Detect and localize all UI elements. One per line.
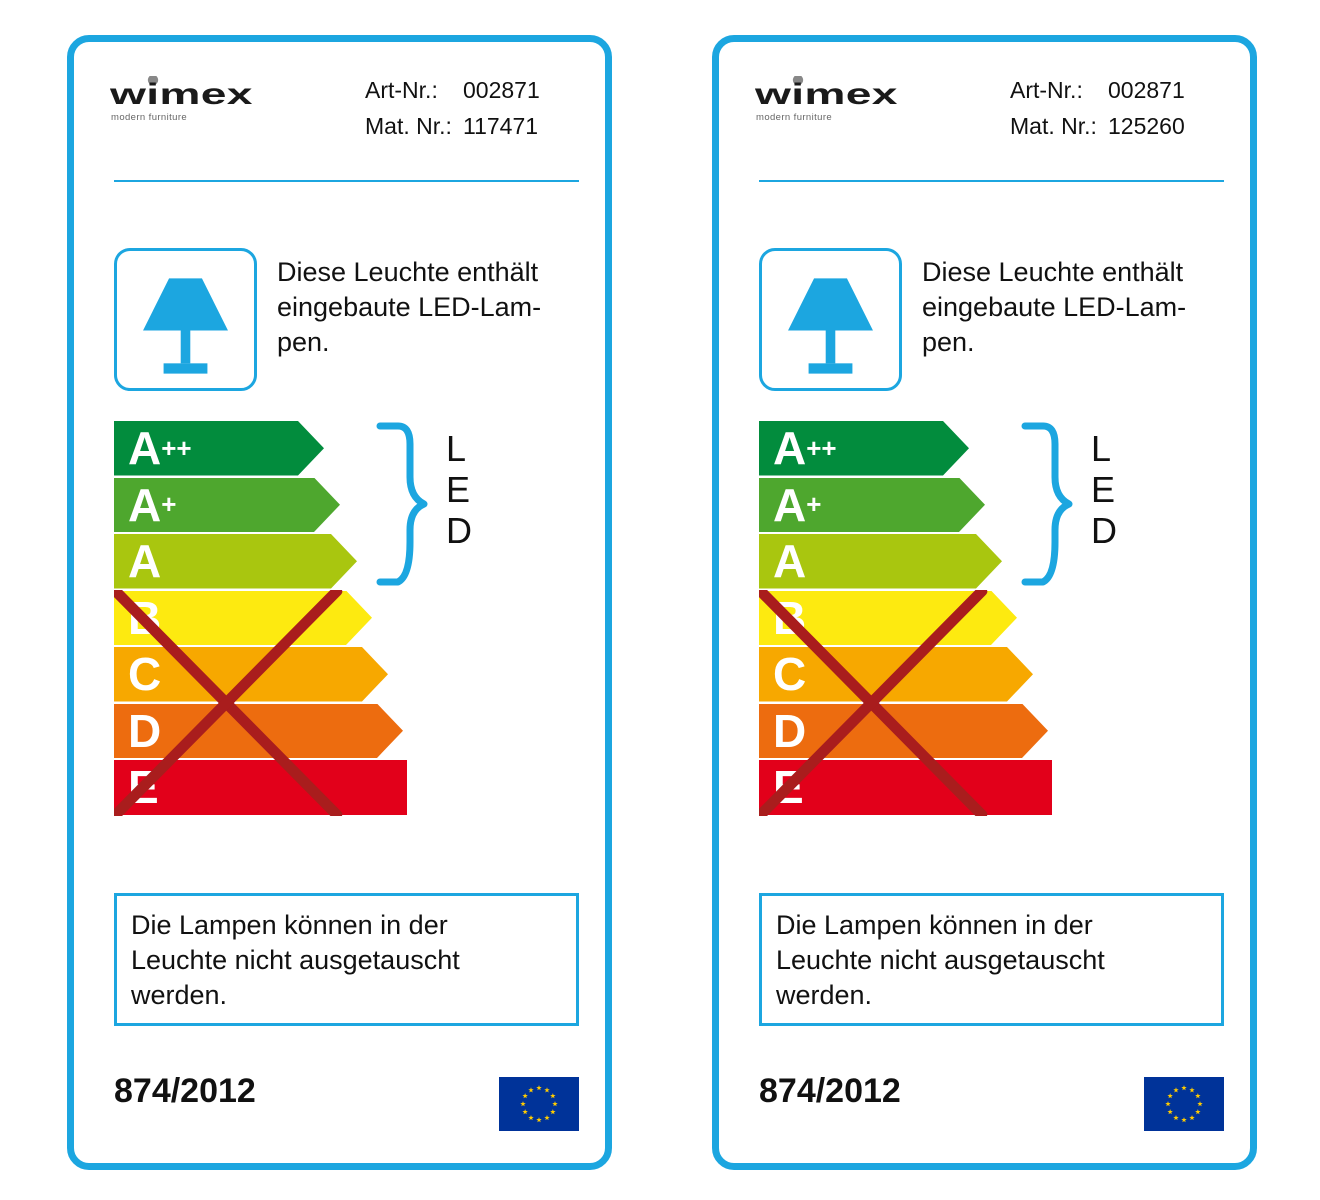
svg-text:modern furniture: modern furniture [756,112,832,123]
svg-text:modern furniture: modern furniture [111,112,187,123]
svg-text:wimex: wimex [755,78,898,111]
svg-text:wimex: wimex [110,78,253,111]
